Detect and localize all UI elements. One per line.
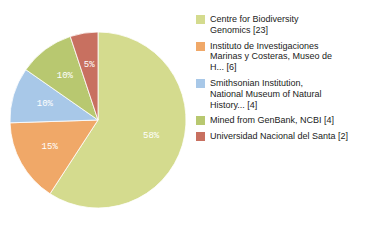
html-text:Smithsonian Institution, Natio: Smithsonian Institution, National Museum…	[210, 78, 322, 110]
svg-text:10%: 10%	[37, 99, 54, 109]
html-text:Centre for Biodiversity Genomi: Centre for Biodiversity Genomics [23]	[210, 14, 299, 35]
svg-text:10%: 10%	[57, 71, 74, 81]
svg-text:5%: 5%	[84, 60, 95, 70]
html-text:Instituto de Investigaciones M: Instituto de Investigaciones Marinas y C…	[210, 40, 333, 73]
html-text:Mined from GenBank, NCBI [4]: Mined from GenBank, NCBI [4]	[210, 115, 335, 126]
svg-text:15%: 15%	[42, 142, 59, 152]
html-text:Universidad Nacional del Santa: Universidad Nacional del Santa [2]	[210, 131, 349, 142]
svg-text:58%: 58%	[143, 131, 160, 141]
